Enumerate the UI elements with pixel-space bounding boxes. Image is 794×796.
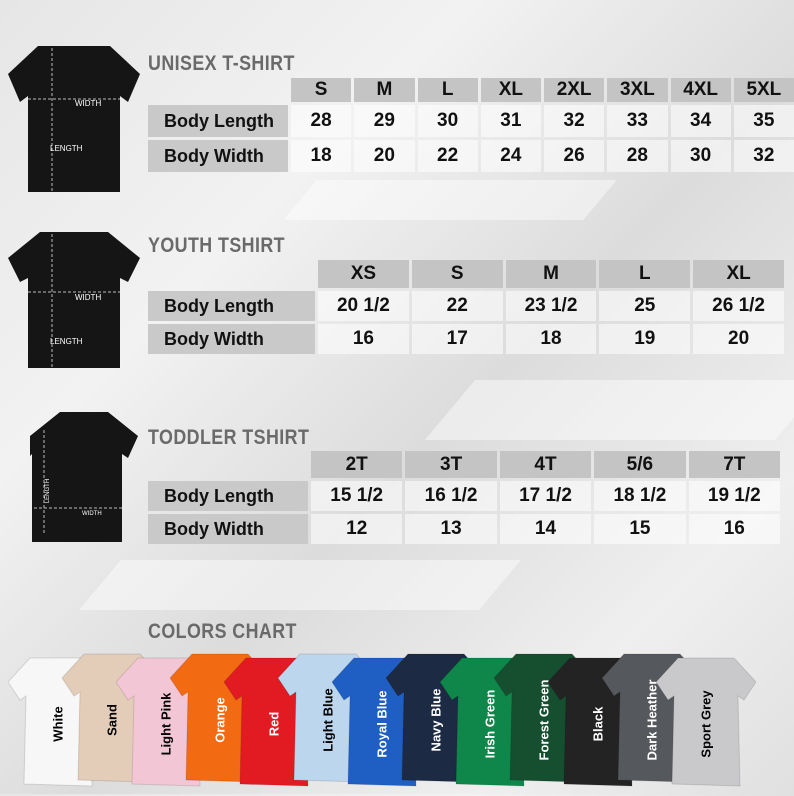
size-header: S xyxy=(411,260,503,288)
size-header: XS xyxy=(318,260,409,288)
length-label: LENGTH xyxy=(45,478,52,504)
row-label: Body Width xyxy=(148,514,308,544)
size-header: XL xyxy=(480,78,541,102)
size-value: 32 xyxy=(544,105,605,137)
unisex-size-table: S M L XL 2XL 3XL 4XL 5XL Body Length 28 29 30 31 32 33… xyxy=(148,78,794,172)
size-value: 16 1/2 xyxy=(405,481,497,511)
colors-title: COLORS CHART xyxy=(148,620,297,643)
color-name: Sport Grey xyxy=(698,690,714,758)
size-value: 34 xyxy=(670,105,731,137)
size-value: 30 xyxy=(670,140,731,172)
length-label: LENGTH xyxy=(50,337,83,346)
size-value: 19 xyxy=(599,324,691,354)
size-value: 16 xyxy=(688,514,780,544)
size-value: 22 xyxy=(411,291,503,321)
header-corner xyxy=(148,260,315,288)
size-value: 26 1/2 xyxy=(693,291,784,321)
size-header: 2T xyxy=(311,451,403,478)
size-header: L xyxy=(417,78,478,102)
unisex-title: UNISEX T-SHIRT xyxy=(148,52,295,75)
unisex-shirt-diagram xyxy=(8,46,140,192)
toddler-size-table: 2T 3T 4T 5/6 7T Body Length 15 1/2 16 1/2 17 1/2… xyxy=(148,451,780,544)
width-label: WIDTH xyxy=(75,99,102,108)
size-value: 22 xyxy=(417,140,478,172)
size-header: 4T xyxy=(499,451,592,478)
size-value: 18 1/2 xyxy=(594,481,686,511)
size-value: 33 xyxy=(607,105,668,137)
size-header: S xyxy=(291,78,352,102)
colors-chart: White Sand Light Pink Orange Red Light Blue Ro… xyxy=(0,650,794,794)
size-value: 30 xyxy=(417,105,478,137)
size-value: 19 1/2 xyxy=(688,481,780,511)
size-value: 15 1/2 xyxy=(311,481,403,511)
size-header: 5/6 xyxy=(594,451,686,478)
size-header: XL xyxy=(693,260,784,288)
size-header: 4XL xyxy=(670,78,731,102)
toddler-title: TODDLER TSHIRT xyxy=(148,426,310,449)
size-value: 18 xyxy=(505,324,597,354)
size-value: 24 xyxy=(480,140,541,172)
size-value: 28 xyxy=(291,105,352,137)
size-value: 14 xyxy=(499,514,592,544)
youth-size-table: XS S M L XL Body Length 20 1/2 22 23 1/2 25 26 1/2… xyxy=(148,260,784,354)
size-header: 5XL xyxy=(733,78,794,102)
header-corner xyxy=(148,78,288,102)
size-value: 23 1/2 xyxy=(505,291,597,321)
width-label: WIDTH xyxy=(75,293,102,302)
row-label: Body Width xyxy=(148,140,288,172)
size-value: 20 xyxy=(354,140,415,172)
header-corner xyxy=(148,451,308,478)
width-label: WIDTH xyxy=(82,511,102,517)
size-header: 3T xyxy=(405,451,497,478)
row-label: Body Length xyxy=(148,291,315,321)
size-value: 25 xyxy=(599,291,691,321)
row-label: Body Width xyxy=(148,324,315,354)
size-value: 31 xyxy=(480,105,541,137)
size-value: 17 1/2 xyxy=(499,481,592,511)
size-header: L xyxy=(599,260,691,288)
size-value: 20 xyxy=(693,324,784,354)
row-label: Body Length xyxy=(148,105,288,137)
size-header: M xyxy=(354,78,415,102)
size-value: 12 xyxy=(311,514,403,544)
size-value: 26 xyxy=(544,140,605,172)
color-swatch-sport-grey: Sport Grey xyxy=(655,656,757,791)
size-value: 29 xyxy=(354,105,415,137)
size-header: 2XL xyxy=(544,78,605,102)
size-header: 7T xyxy=(688,451,780,478)
size-header: 3XL xyxy=(607,78,668,102)
toddler-shirt-diagram xyxy=(30,412,138,542)
size-value: 17 xyxy=(411,324,503,354)
size-value: 28 xyxy=(607,140,668,172)
size-value: 32 xyxy=(733,140,794,172)
size-value: 20 1/2 xyxy=(318,291,409,321)
tshirt-icon xyxy=(655,657,757,787)
length-label: LENGTH xyxy=(50,144,83,153)
size-value: 13 xyxy=(405,514,497,544)
size-header: M xyxy=(505,260,597,288)
size-value: 15 xyxy=(594,514,686,544)
size-value: 18 xyxy=(291,140,352,172)
size-value: 35 xyxy=(733,105,794,137)
youth-shirt-diagram xyxy=(8,232,140,368)
row-label: Body Length xyxy=(148,481,308,511)
youth-title: YOUTH TSHIRT xyxy=(148,234,285,257)
size-value: 16 xyxy=(318,324,409,354)
